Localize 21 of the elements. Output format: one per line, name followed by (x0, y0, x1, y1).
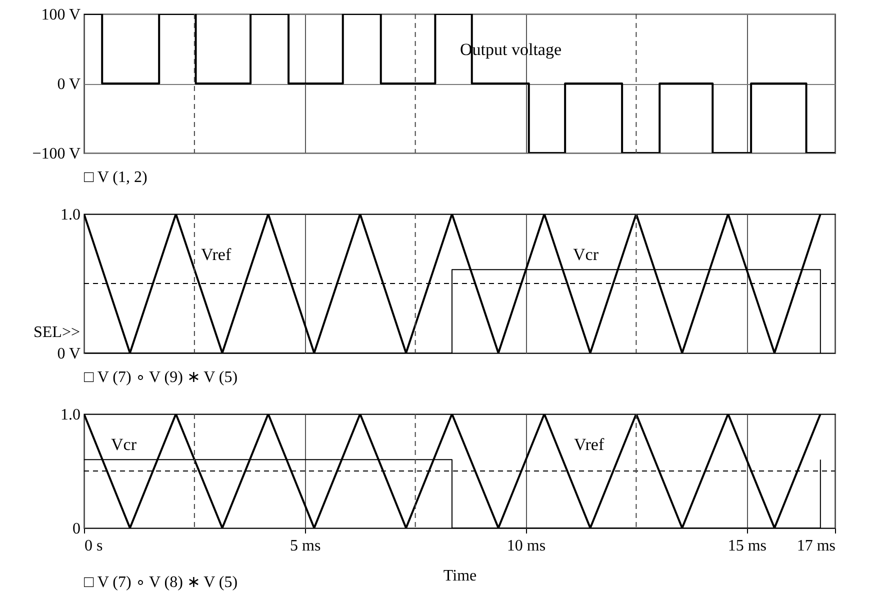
x-tick-label: 17 ms (796, 538, 836, 554)
annotation: Vcr (111, 435, 137, 454)
y-tick-label: 1.0 (60, 406, 80, 424)
x-tick-label: 15 ms (728, 538, 766, 554)
x-axis-title: Time (443, 568, 477, 584)
x-tick-label: 5 ms (290, 538, 321, 554)
x-tick-label: 10 ms (506, 538, 546, 554)
text: □ V (7) ∘ V (8) ∗ V (5) (84, 574, 238, 591)
text: □ V (7) ∘ V (9) ∗ V (5) (84, 369, 238, 386)
annotation: Vcr (573, 245, 599, 264)
x-tick-label: 0 s (84, 538, 103, 554)
y-tick-label: −100 V (32, 146, 81, 162)
annotation: Vref (574, 435, 604, 454)
y-tick-label: 0 V (57, 346, 81, 362)
annotation: Vref (201, 245, 232, 264)
y-tick-label: 1.0 (60, 206, 80, 224)
y-tick-label: 100 V (41, 6, 81, 24)
y-tick-label: 0 (72, 520, 80, 538)
text: SEL>> (34, 324, 80, 341)
text: □ V (1, 2) (84, 169, 148, 186)
y-tick-label: 0 V (57, 76, 81, 93)
